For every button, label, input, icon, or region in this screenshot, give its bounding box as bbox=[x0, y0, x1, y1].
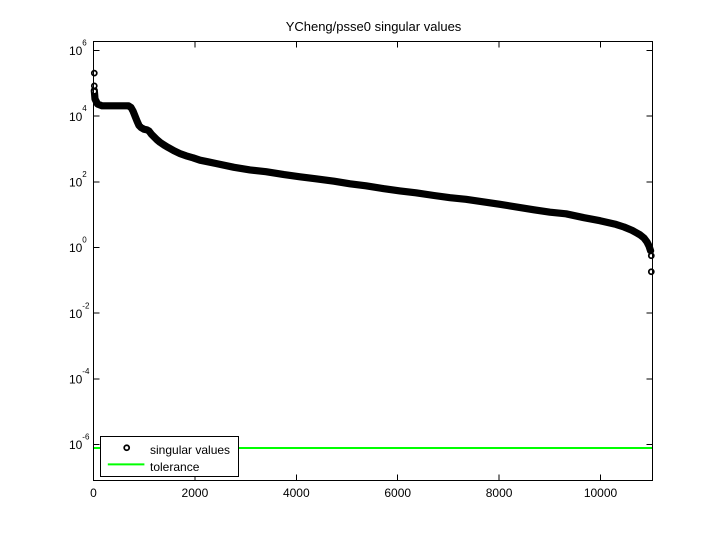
svg-text:10: 10 bbox=[69, 307, 83, 321]
svg-text:4000: 4000 bbox=[283, 486, 310, 500]
svg-text:YCheng/psse0 singular values: YCheng/psse0 singular values bbox=[286, 19, 462, 34]
svg-text:8000: 8000 bbox=[486, 486, 513, 500]
svg-text:2000: 2000 bbox=[182, 486, 209, 500]
svg-text:4: 4 bbox=[82, 104, 87, 113]
svg-text:singular values: singular values bbox=[150, 443, 230, 457]
svg-text:10: 10 bbox=[69, 241, 83, 255]
svg-text:6: 6 bbox=[82, 39, 87, 48]
svg-text:-6: -6 bbox=[82, 433, 90, 442]
svg-text:-4: -4 bbox=[82, 367, 90, 376]
svg-text:0: 0 bbox=[90, 486, 97, 500]
svg-text:0: 0 bbox=[82, 236, 87, 245]
svg-text:10: 10 bbox=[69, 438, 83, 452]
svg-text:10000: 10000 bbox=[584, 486, 618, 500]
svg-text:tolerance: tolerance bbox=[150, 460, 200, 474]
svg-text:6000: 6000 bbox=[384, 486, 411, 500]
svg-text:10: 10 bbox=[69, 44, 83, 58]
svg-text:10: 10 bbox=[69, 110, 83, 124]
svg-text:-2: -2 bbox=[82, 301, 90, 310]
svg-text:10: 10 bbox=[69, 176, 83, 190]
svg-text:2: 2 bbox=[82, 170, 87, 179]
svg-text:10: 10 bbox=[69, 373, 83, 387]
